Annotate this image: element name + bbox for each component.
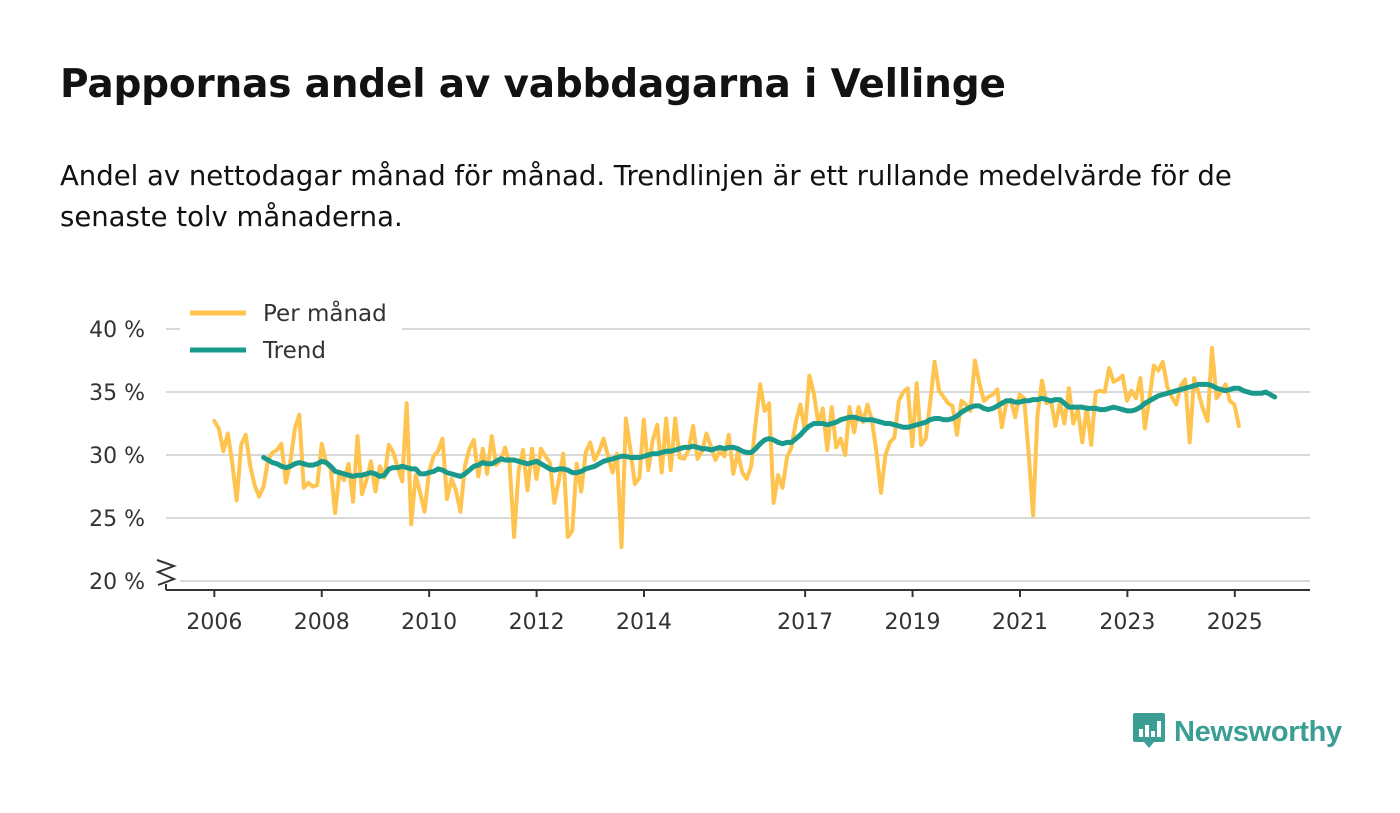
x-tick-label: 2017: [777, 610, 833, 635]
x-axis: [155, 559, 1310, 591]
x-tick-label: 2023: [1099, 610, 1155, 635]
y-tick-label: 25 %: [89, 507, 145, 532]
chart-subtitle: Andel av nettodagar månad för månad. Tre…: [60, 160, 1232, 233]
series-line-trend: [261, 381, 1278, 479]
x-tick-label: 2019: [885, 610, 941, 635]
brand-name: Newsworthy: [1174, 715, 1342, 748]
x-tick-label: 2021: [992, 610, 1048, 635]
legend: Per månad Trend: [180, 292, 402, 372]
y-axis-tick-labels: 20 % 25 % 30 % 35 % 40 %: [89, 318, 145, 595]
x-tick-label: 2012: [509, 610, 565, 635]
line-chart: 20 % 25 % 30 % 35 % 40 % 2006 2008 2010 2012 201…: [89, 292, 1310, 635]
x-tick-label: 2014: [616, 610, 672, 635]
x-tick-label: 2006: [186, 610, 242, 635]
legend-background: [180, 292, 402, 372]
x-tick-label: 2010: [401, 610, 457, 635]
y-tick-label: 40 %: [89, 318, 145, 343]
legend-label-trend: Trend: [262, 338, 326, 364]
y-tick-label: 20 %: [89, 570, 145, 595]
chart-title: Pappornas andel av vabbdagarna i Velling…: [60, 62, 1006, 107]
y-tick-label: 30 %: [89, 444, 145, 469]
x-tick-label: 2008: [294, 610, 350, 635]
axis-break-icon: [155, 559, 177, 586]
x-axis-ticks: 2006 2008 2010 2012 2014 2017 2019 2021 2023 2025: [186, 590, 1263, 635]
newsworthy-logo: Newsworthy: [1132, 712, 1342, 752]
series: [212, 345, 1278, 549]
x-tick-label: 2025: [1207, 610, 1263, 635]
legend-label-per-manad: Per månad: [263, 299, 387, 327]
newsworthy-logo-icon: [1133, 713, 1165, 748]
y-tick-label: 35 %: [89, 381, 145, 406]
